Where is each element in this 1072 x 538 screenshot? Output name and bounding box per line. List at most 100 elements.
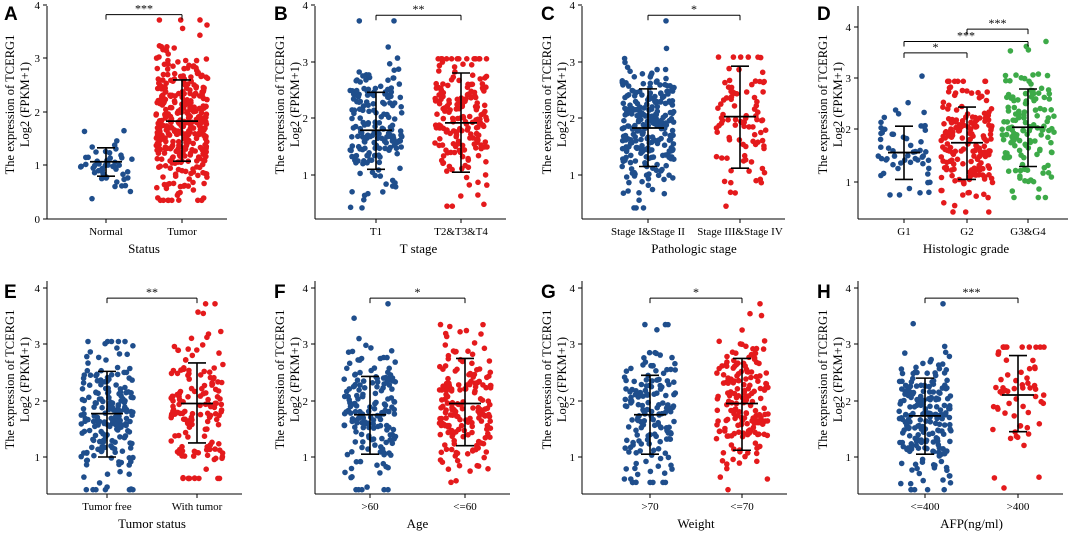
- data-point-min: [165, 197, 171, 204]
- data-point: [112, 164, 118, 171]
- data-point: [896, 408, 902, 415]
- data-point: [1022, 178, 1028, 184]
- data-point: [1011, 413, 1017, 419]
- data-point: [904, 446, 910, 453]
- data-point: [104, 471, 111, 478]
- data-point-min: [887, 192, 893, 198]
- data-point: [918, 139, 924, 145]
- data-point: [460, 113, 467, 120]
- data-point: [437, 431, 444, 438]
- data-point: [454, 457, 461, 464]
- data-point: [443, 391, 449, 398]
- data-point: [354, 77, 360, 83]
- data-point: [171, 343, 178, 350]
- data-point: [193, 57, 200, 64]
- data-point: [993, 384, 999, 391]
- data-point: [747, 310, 753, 317]
- data-point: [623, 386, 629, 392]
- data-point: [437, 321, 444, 328]
- data-point: [663, 405, 670, 411]
- data-point: [202, 170, 208, 177]
- data-point: [1036, 186, 1042, 192]
- chart-panel-h: H The expression of TCERG1Log2 (FPKM+1)1 2…: [816, 281, 1063, 531]
- data-point: [1036, 421, 1043, 427]
- x-tick-label: Tumor: [167, 226, 197, 238]
- data-point: [622, 59, 628, 66]
- data-point: [728, 179, 734, 186]
- data-point: [357, 369, 363, 376]
- data-point: [380, 460, 387, 467]
- data-point: [381, 486, 387, 493]
- data-point: [437, 136, 443, 142]
- data-point: [988, 106, 995, 112]
- data-point: [949, 149, 956, 156]
- data-point: [474, 462, 481, 469]
- data-point: [117, 389, 124, 395]
- data-point: [119, 448, 126, 455]
- data-point: [454, 96, 461, 103]
- data-point: [394, 55, 401, 61]
- chart-panel-b: B The expression of TCERG1Log2 (FPKM+1)1 2…: [273, 0, 506, 256]
- data-point: [719, 458, 726, 464]
- data-point: [878, 125, 884, 131]
- data-point: [348, 465, 355, 472]
- data-point: [1025, 431, 1032, 437]
- data-point: [632, 158, 639, 164]
- x-tick-label: G2: [960, 226, 973, 238]
- data-point: [646, 349, 653, 356]
- data-point: [176, 197, 182, 203]
- data-point: [170, 406, 177, 413]
- data-point: [1035, 194, 1042, 201]
- data-point: [79, 386, 86, 392]
- data-point: [85, 360, 91, 366]
- y-tick-label: 2: [846, 124, 852, 136]
- data-point: [443, 387, 450, 394]
- data-point: [448, 446, 455, 453]
- data-point: [981, 191, 987, 198]
- data-point: [398, 144, 405, 150]
- data-point: [190, 166, 196, 172]
- data-point: [647, 80, 654, 87]
- x-axis-label: Weight: [677, 516, 715, 531]
- data-point-min: [1001, 485, 1007, 491]
- data-point-max: [757, 300, 763, 307]
- data-point: [459, 358, 466, 365]
- data-point: [626, 449, 632, 455]
- data-point: [1035, 90, 1042, 96]
- data-point: [951, 92, 958, 99]
- chart-panel-e: E The expression of TCERG1Log2 (FPKM+1)1 2…: [3, 281, 242, 531]
- data-point: [672, 390, 679, 396]
- data-point: [432, 122, 439, 128]
- data-point: [960, 161, 966, 167]
- data-point: [915, 432, 921, 438]
- data-point: [941, 402, 948, 409]
- data-point: [347, 410, 354, 416]
- data-point: [739, 327, 745, 333]
- data-point: [398, 104, 405, 110]
- data-point: [961, 180, 967, 187]
- data-point: [724, 353, 730, 360]
- data-point: [181, 65, 187, 72]
- data-point: [170, 138, 176, 145]
- data-point-min: [444, 203, 450, 209]
- data-point: [930, 389, 937, 395]
- data-point: [878, 144, 884, 150]
- y-axis-label: The expression of TCERG1Log2 (FPKM+1): [816, 35, 845, 175]
- data-point: [629, 87, 635, 94]
- data-point: [179, 25, 186, 32]
- data-point: [623, 368, 630, 375]
- data-point: [906, 185, 913, 192]
- data-point: [357, 115, 364, 121]
- data-point: [186, 417, 193, 424]
- data-point: [650, 362, 656, 369]
- data-point: [669, 466, 675, 472]
- y-tick-label: 4: [846, 283, 852, 295]
- data-point: [1003, 77, 1009, 84]
- data-point: [1002, 410, 1008, 416]
- data-point: [476, 378, 483, 385]
- data-point: [917, 190, 923, 196]
- y-tick-label: 4: [303, 283, 309, 295]
- data-point: [643, 383, 650, 389]
- data-point: [102, 486, 109, 493]
- data-point: [483, 384, 489, 391]
